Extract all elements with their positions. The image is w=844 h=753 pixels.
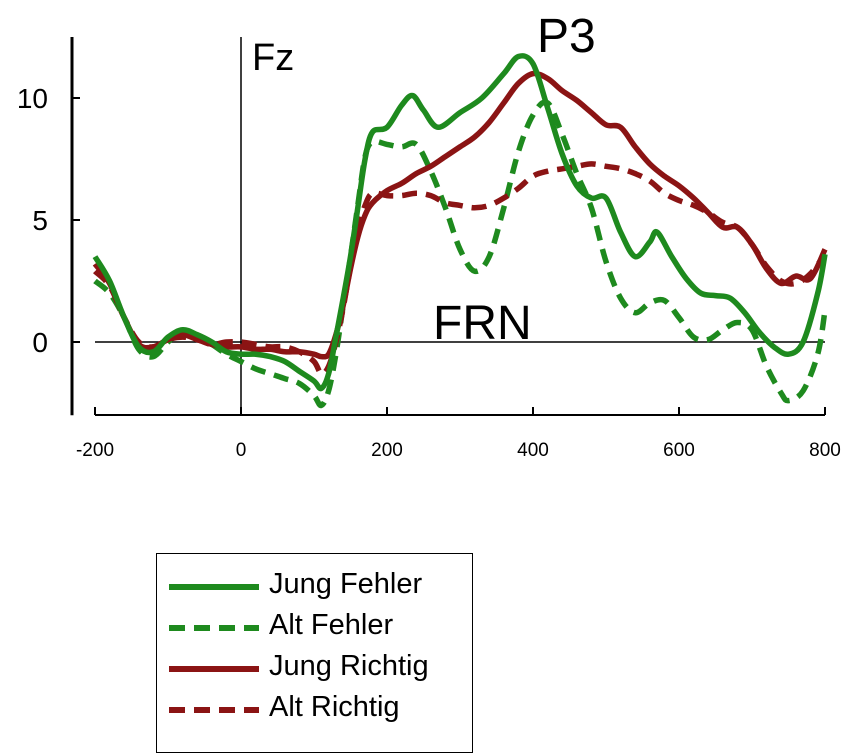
x-tick-label: 800	[809, 440, 841, 461]
legend-label: Jung Fehler	[269, 568, 423, 600]
legend-item-jung-richtig: Jung Richtig	[157, 649, 472, 689]
y-tick-label: 0	[32, 327, 48, 358]
legend-label: Jung Richtig	[269, 650, 429, 682]
series-lines	[92, 53, 828, 409]
x-tick-label: 600	[663, 440, 695, 461]
legend-swatch	[169, 584, 259, 590]
channel-label: Fz	[252, 37, 294, 79]
series-line-alt-richtig	[93, 161, 828, 377]
legend-label: Alt Fehler	[269, 609, 394, 641]
legend: Jung Fehler Alt Fehler Jung Richtig Alt …	[156, 553, 473, 753]
x-tick-label: -200	[76, 440, 114, 461]
legend-label: Alt Richtig	[269, 691, 400, 723]
y-tick-label: 10	[17, 83, 48, 114]
x-tick-label: 400	[517, 440, 549, 461]
legend-item-jung-fehler: Jung Fehler	[157, 567, 472, 607]
legend-swatch	[169, 666, 259, 672]
series-line-jung-fehler	[92, 53, 828, 392]
legend-swatch	[169, 707, 259, 713]
legend-item-alt-richtig: Alt Richtig	[157, 690, 472, 730]
series-line-jung-richtig	[92, 70, 828, 360]
legend-swatch	[169, 625, 259, 631]
tick-labels: 0 5 10 -200 0 200 400 600 800	[17, 83, 841, 461]
frn-label: FRN	[433, 297, 532, 350]
y-tick-label: 5	[32, 205, 48, 236]
legend-item-alt-fehler: Alt Fehler	[157, 608, 472, 648]
axes	[70, 37, 826, 416]
x-tick-label: 200	[371, 440, 403, 461]
p3-label: P3	[537, 10, 596, 63]
x-tick-label: 0	[236, 440, 247, 461]
